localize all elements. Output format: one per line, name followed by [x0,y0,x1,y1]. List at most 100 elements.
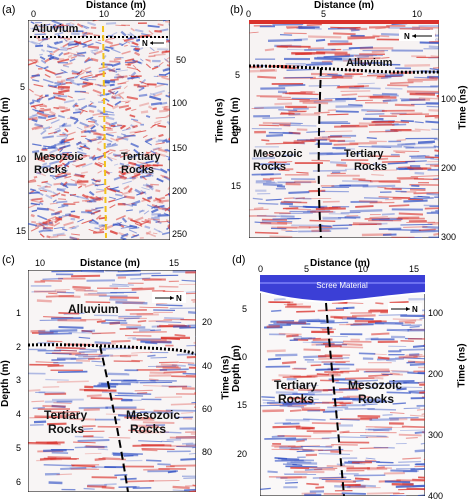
reflection-trace [105,320,126,321]
reflection-trace [306,484,319,485]
reflection-trace [173,487,190,488]
reflection-trace [408,199,423,200]
radargram-d: Scree Material Tertiary Rocks Mesozoic R… [260,275,425,496]
reflection-trace [91,398,123,399]
reflection-trace [115,396,143,397]
reflection-trace [139,36,150,37]
reflection-trace [168,471,176,472]
reflection-trace [385,88,402,89]
reflection-trace [260,70,275,71]
reflection-trace [66,83,73,84]
reflection-trace [322,438,339,439]
x-tick: 0 [246,9,251,19]
north-arrow: N [388,303,422,314]
reflection-trace [413,346,425,347]
reflection-trace [300,91,315,92]
reflection-trace [129,226,137,228]
reflection-trace [369,97,384,98]
reflection-trace [419,229,436,230]
reflection-trace [355,56,383,57]
reflection-trace [162,386,192,387]
reflection-trace [73,112,81,113]
y-tick-left: 4 [16,409,21,419]
y-tick-left: 15 [16,226,26,236]
reflection-trace [56,108,65,109]
reflection-trace [153,233,157,234]
reflection-trace [389,418,419,419]
reflection-trace [342,94,358,95]
reflection-trace [404,408,421,409]
reflection-trace [171,376,196,377]
reflection-trace [151,103,162,104]
reflection-trace [367,75,386,76]
reflection-trace [81,144,87,145]
reflection-trace [266,135,283,136]
reflection-trace [332,77,343,78]
north-arrow: N [399,30,435,41]
reflection-trace [434,150,439,151]
reflection-trace [378,358,390,359]
reflection-trace [175,335,186,336]
reflection-trace [143,469,170,470]
y-tick-left: 5 [20,82,25,92]
reflection-trace [250,209,269,210]
reflection-trace [91,361,101,362]
reflection-trace [56,348,86,349]
reflection-trace [48,366,64,367]
reflection-trace [396,486,425,487]
reflection-trace [146,116,150,117]
reflection-trace [179,328,196,329]
reflection-trace [429,47,439,48]
reflection-trace [158,24,164,25]
reflection-trace [161,364,177,365]
reflection-trace [325,481,356,482]
reflection-trace [280,35,292,36]
x-tick: 10 [35,258,45,268]
reflection-trace [410,198,434,199]
reflection-trace [180,459,196,460]
reflection-trace [56,202,67,203]
reflection-trace [30,425,44,426]
reflection-trace [314,58,342,59]
y-tick-left: 6 [16,477,21,487]
y-tick-right: 80 [202,447,212,457]
reflection-trace [168,227,170,228]
reflection-trace [403,201,427,202]
reflection-trace [319,228,348,229]
reflection-trace [330,162,346,163]
reflection-trace [72,287,90,288]
y-tick-right: 100 [172,98,187,108]
y-axis-title-left: Depth (m) [0,97,11,144]
y-tick-left: 15 [237,400,247,410]
y-tick-right: 250 [172,229,187,239]
reflection-trace [31,215,35,216]
reflection-trace [407,362,416,363]
reflection-trace [132,289,155,290]
reflection-trace [399,349,425,350]
reflection-trace [402,427,425,428]
reflection-trace [314,138,330,139]
reflection-trace [92,333,116,334]
reflection-trace [57,381,89,382]
reflection-trace [272,436,285,437]
reflection-trace [288,192,309,193]
y-tick-left: 2 [16,342,21,352]
reflection-trace [188,364,196,365]
reflection-trace [296,441,304,442]
reflection-trace [383,100,397,101]
reflection-trace [419,98,439,99]
reflection-trace [106,123,111,125]
reflection-trace [128,41,134,42]
panel-b: (b) Distance (m) 0 5 10 Depth (m) 5 10 1… [237,0,474,248]
reflection-trace [421,443,425,444]
x-tick: 0 [31,9,36,19]
reflection-trace [306,64,333,65]
reflection-trace [406,438,418,439]
reflection-trace [157,464,170,465]
reflection-trace [110,355,138,356]
reflection-trace [102,487,115,488]
reflection-trace [51,195,55,196]
reflection-trace [31,199,42,200]
reflection-trace [28,443,60,444]
reflection-trace [425,157,439,158]
